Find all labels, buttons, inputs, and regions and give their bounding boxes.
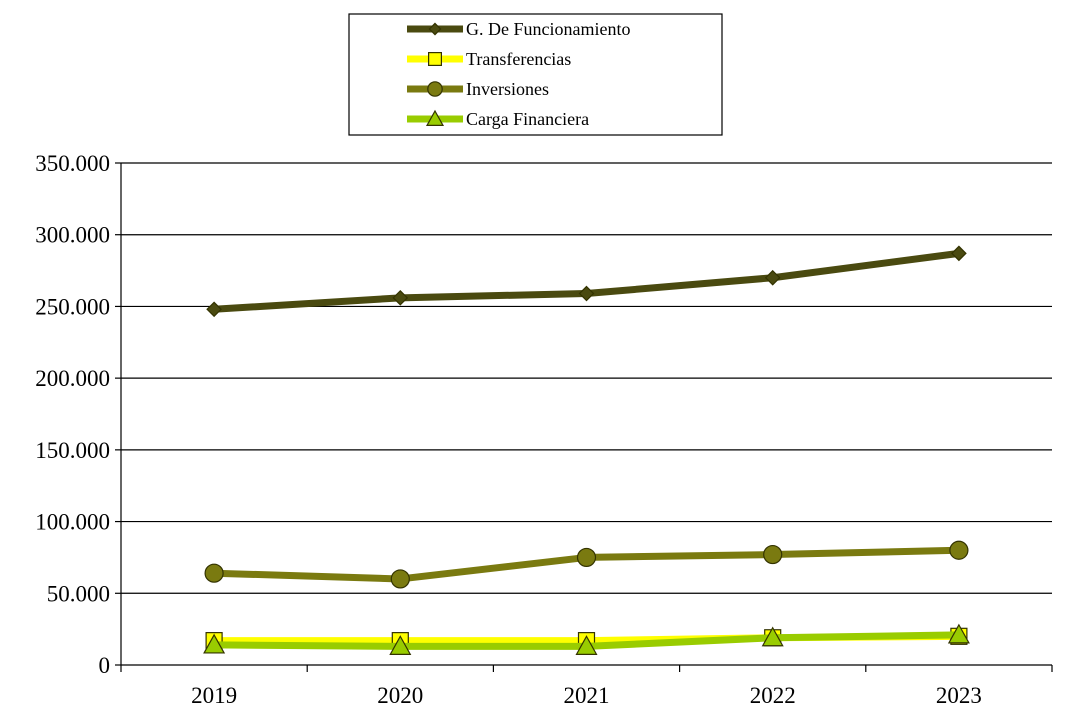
series-lines [203,245,970,655]
legend-label: Carga Financiera [466,109,589,129]
legend-item: Transferencias [407,49,571,69]
legend-swatch-marker [427,81,443,97]
legend-swatch-marker [425,109,445,127]
series-g-de-funcionamiento [206,245,967,318]
data-point [575,635,598,655]
data-point [392,289,409,306]
data-point [949,540,969,560]
legend-label: G. De Funcionamiento [466,19,630,39]
data-point [761,626,784,647]
y-tick-label: 250.000 [35,294,110,319]
x-tick-label: 2022 [750,683,796,708]
x-tick-labels: 2019 2020 2021 2022 2023 [191,683,982,708]
data-point [203,633,226,654]
legend-swatch-marker [428,51,443,66]
legend-swatch-marker [428,22,442,36]
grid-lines [121,162,1052,594]
y-tick-label: 150.000 [35,438,110,463]
data-point [206,301,222,318]
data-point [764,269,781,286]
y-tick-label: 50.000 [47,581,110,606]
legend-label: Inversiones [466,79,549,99]
data-point [204,563,224,583]
y-tick-labels: 0 50.000 100.000 150.000 200.000 250.000 300.0… [35,151,110,678]
data-point [578,285,595,302]
y-tick-label: 300.000 [35,223,110,248]
data-point [389,635,412,655]
legend: G. De Funcionamiento Transferencias Invers… [348,13,723,136]
data-point [390,569,410,589]
legend-item: Carga Financiera [407,109,589,129]
y-tick-label: 350.000 [35,151,110,176]
series-inversiones [204,540,969,589]
y-tick-label: 100.000 [35,510,110,535]
data-point [763,544,783,565]
legend-label: Transferencias [466,49,571,69]
data-point [951,245,967,262]
y-tick-label: 0 [99,653,111,678]
x-tick-label: 2023 [936,683,982,708]
y-tick-label: 200.000 [35,366,110,391]
x-tick-label: 2021 [564,683,610,708]
legend-item: G. De Funcionamiento [407,19,630,39]
series-carga-financiera [203,623,970,655]
legend-item: Inversiones [407,79,549,99]
data-point [947,623,970,644]
data-point [576,547,597,568]
legend-box [348,13,723,136]
x-tick-label: 2019 [191,683,237,708]
x-tick-label: 2020 [377,683,423,708]
axes [115,162,1053,672]
